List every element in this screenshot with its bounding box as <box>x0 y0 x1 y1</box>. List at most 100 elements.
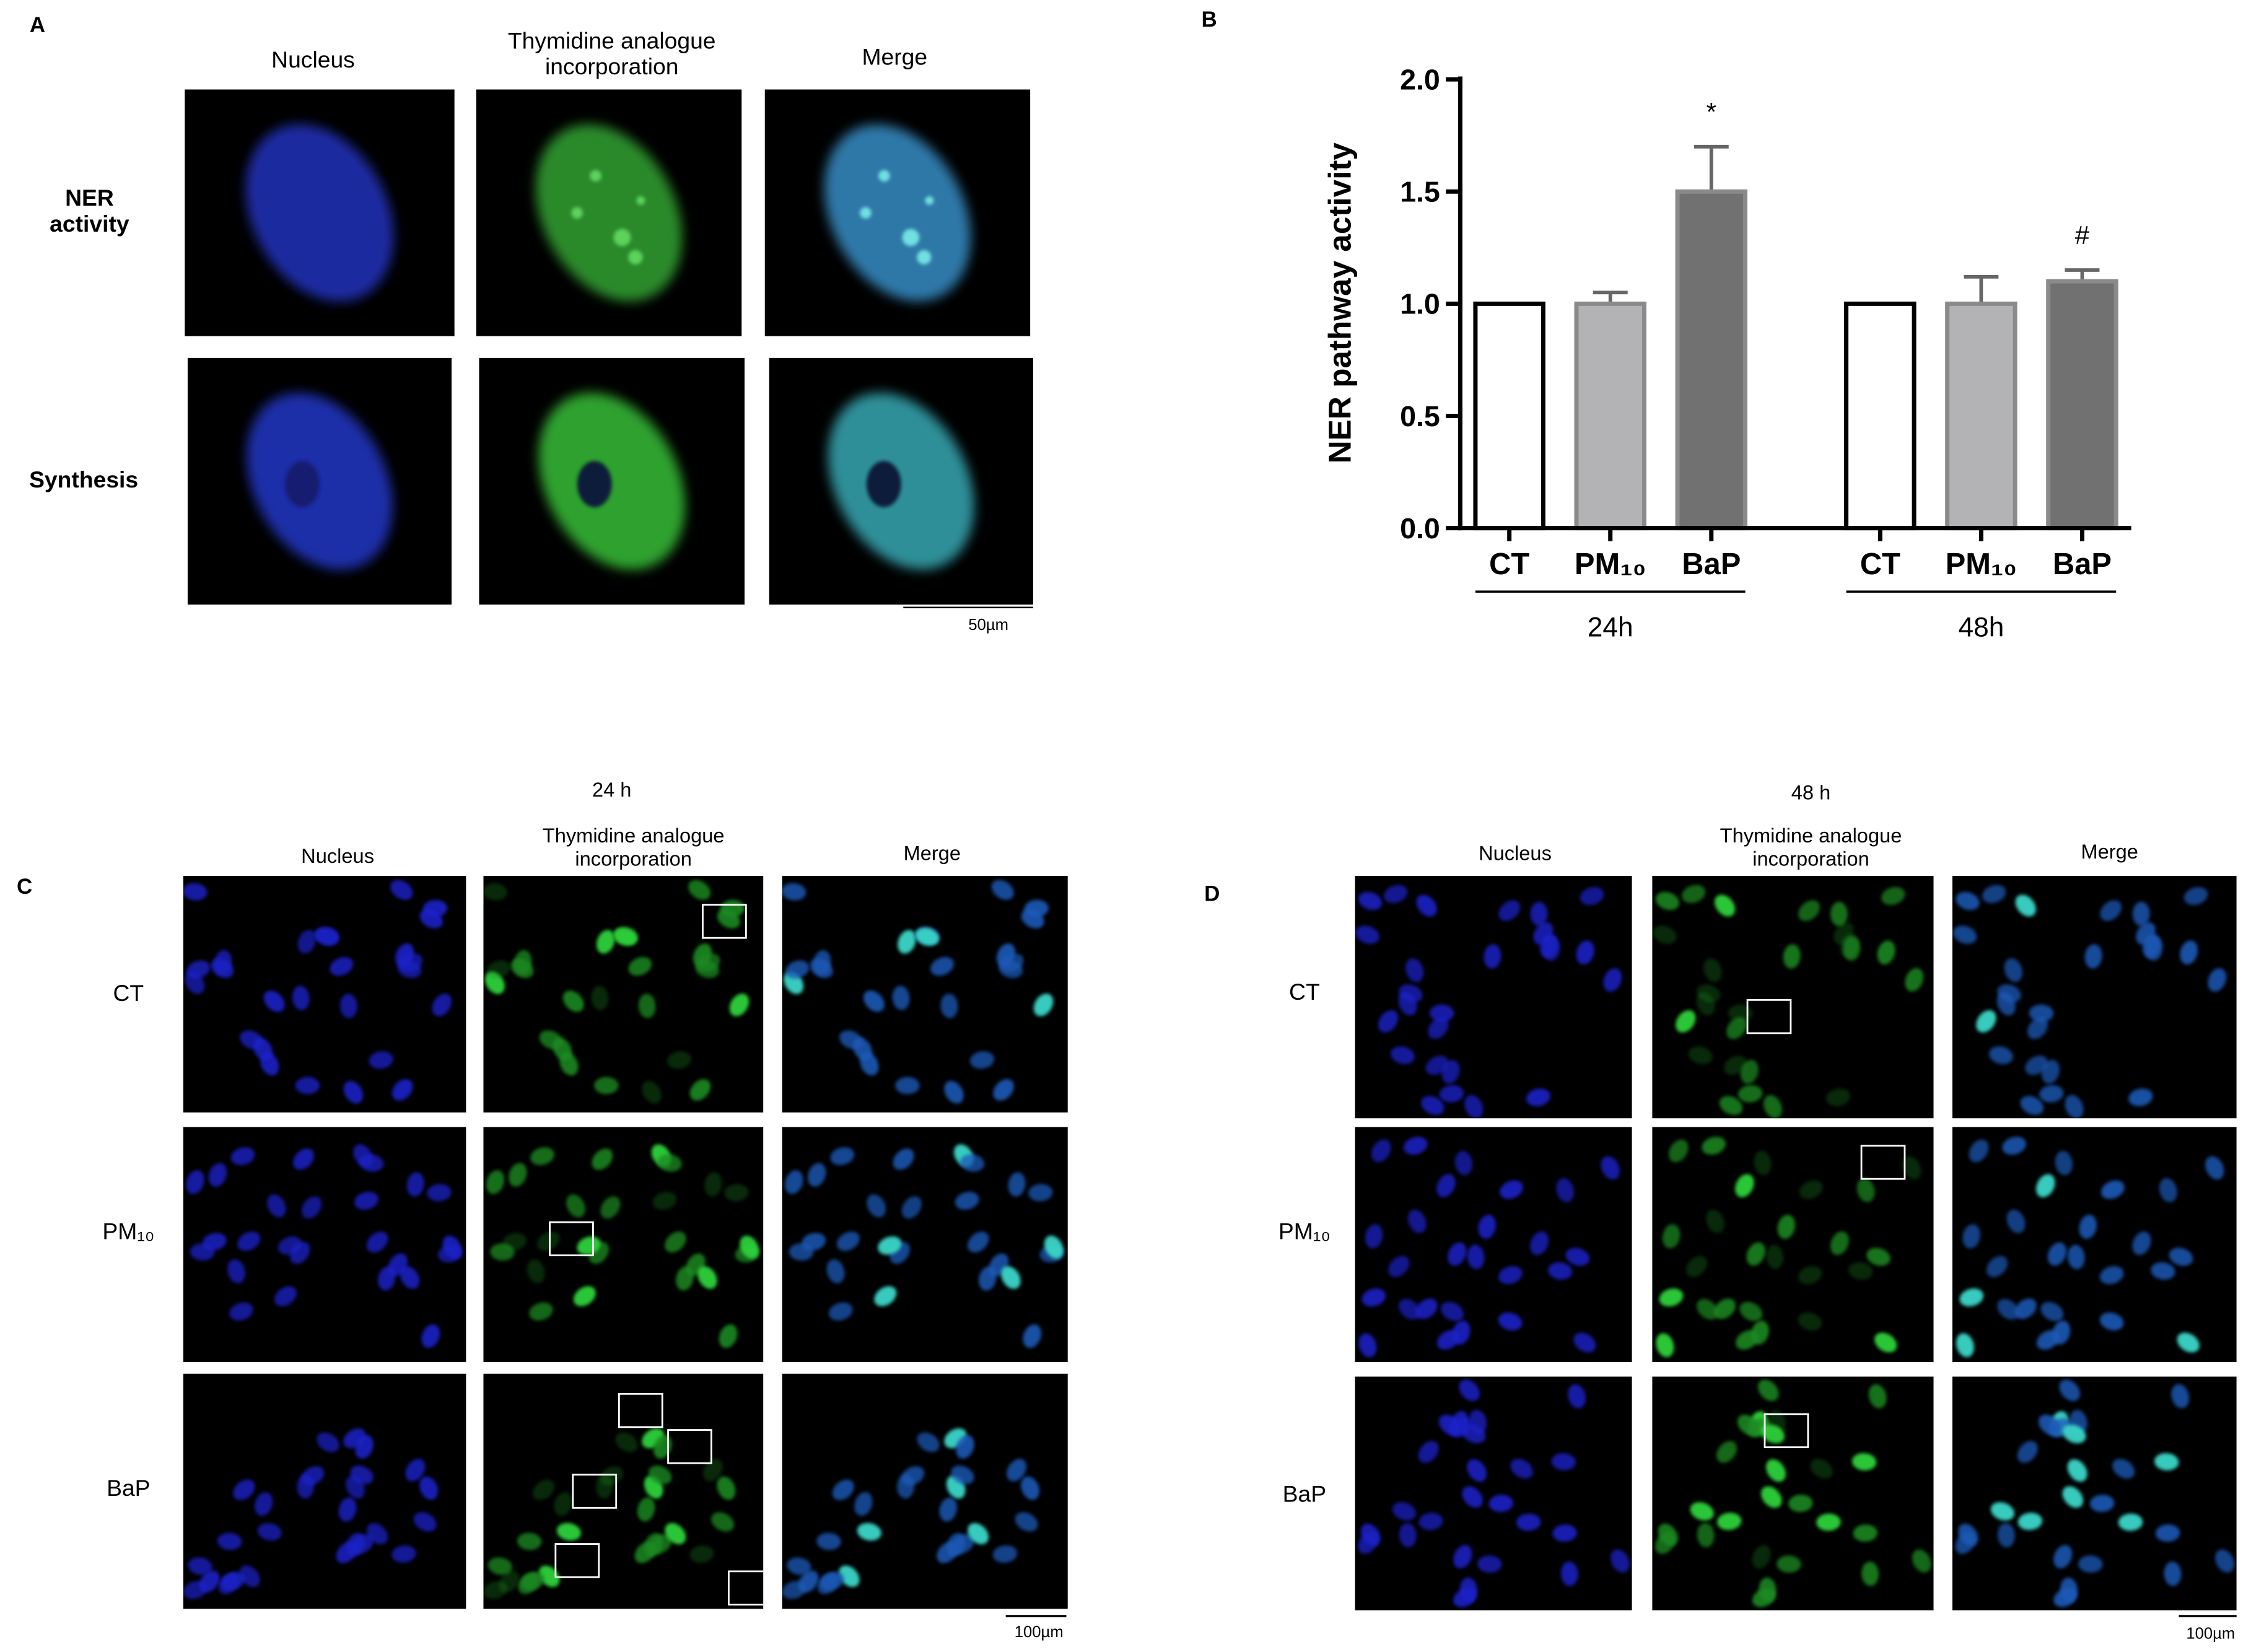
nucleus <box>1477 1555 1502 1573</box>
nucleus <box>1676 1010 1696 1033</box>
nucleus <box>993 1079 1014 1101</box>
nucleus <box>556 1523 582 1541</box>
scale-bar <box>903 606 1033 608</box>
nucleus <box>1484 944 1501 969</box>
nucleus <box>2205 1156 2224 1180</box>
focus <box>636 196 645 205</box>
nucleus <box>1686 1256 1708 1277</box>
nucleus <box>1702 1136 1726 1155</box>
nucleus <box>355 1435 374 1459</box>
row-label: BaP <box>107 1477 151 1502</box>
nucleus <box>1390 1046 1415 1065</box>
nucleus <box>188 1557 212 1575</box>
nucleus <box>1438 1414 1461 1436</box>
image-background <box>1355 1127 1632 1363</box>
nucleus <box>838 1565 860 1588</box>
nucleus <box>538 1565 560 1588</box>
nucleus <box>1384 885 1408 904</box>
panel-label: B <box>1201 7 1217 33</box>
nucleus <box>1539 933 1558 958</box>
nucleus <box>1033 993 1054 1016</box>
bar <box>1473 301 1545 531</box>
focus <box>878 170 890 182</box>
nucleus <box>711 1512 735 1532</box>
scale-bar-label: 100µm <box>1014 1624 1064 1642</box>
nucleus <box>1696 992 1715 1016</box>
nucleus <box>359 1154 384 1172</box>
nucleus <box>247 393 393 570</box>
nucleus <box>510 958 534 979</box>
micrograph <box>1952 876 2237 1119</box>
nucleus <box>787 1557 811 1575</box>
nucleus <box>1798 1265 1822 1285</box>
nucleus <box>2151 1262 2175 1280</box>
highlight-box <box>554 1543 600 1578</box>
nucleus <box>1407 1209 1427 1233</box>
nucleus <box>789 1243 814 1261</box>
nucleus <box>1015 1512 1038 1532</box>
highlight-box <box>572 1474 618 1509</box>
nucleus <box>702 1459 723 1482</box>
nucleus <box>1840 933 1858 958</box>
nucleus <box>297 1474 315 1499</box>
nucleus <box>1760 1486 1782 1508</box>
nucleus <box>1681 885 1706 903</box>
nucleus <box>1662 1224 1681 1249</box>
nucleus <box>1580 886 1604 906</box>
nucleus <box>350 1465 374 1485</box>
nucleus <box>237 1231 261 1251</box>
nucleus <box>1467 1244 1485 1269</box>
nucleolus <box>866 461 901 507</box>
nucleus <box>1020 1476 1040 1500</box>
y-tick-label: 0.5 <box>1400 400 1440 432</box>
nucleus <box>486 1170 505 1194</box>
nucleus <box>644 1532 663 1557</box>
nucleus <box>2062 1486 2084 1508</box>
nucleus <box>1378 1010 1399 1033</box>
nucleus <box>1454 1150 1473 1176</box>
nucleus <box>1737 1085 1763 1103</box>
image-background <box>782 1373 1068 1609</box>
nucleus <box>442 1235 462 1259</box>
nucleus <box>2029 1004 2054 1022</box>
nucleus <box>810 958 833 979</box>
nucleus <box>509 1163 527 1187</box>
nucleus <box>1462 1424 1486 1444</box>
nucleus <box>1371 1139 1391 1163</box>
nucleus <box>486 960 510 979</box>
nucleus <box>1706 1209 1725 1233</box>
nucleus <box>1023 1324 1042 1348</box>
nucleus <box>1986 1256 2008 1277</box>
nucleus <box>1448 1242 1467 1266</box>
nucleus <box>229 1302 253 1321</box>
nucleus <box>1956 891 1980 911</box>
nucleus <box>292 1148 315 1170</box>
nucleus <box>2118 1513 2143 1531</box>
nucleus <box>893 1148 914 1170</box>
column-header: Thymidine analogue incorporation <box>1720 823 1902 870</box>
nucleus <box>657 1154 682 1172</box>
nucleus <box>2017 1441 2038 1463</box>
nucleus <box>2039 1414 2061 1436</box>
focus <box>902 229 920 247</box>
nucleus <box>638 994 656 1018</box>
nucleus <box>828 1302 853 1321</box>
nucleus <box>652 1191 677 1210</box>
nucleus <box>230 1147 255 1165</box>
nucleus <box>338 1497 357 1522</box>
nucleus <box>2006 1209 2026 1233</box>
micrograph <box>1355 1127 1632 1363</box>
y-tick-label: 0.0 <box>1400 512 1440 544</box>
nucleus <box>1877 940 1895 965</box>
nucleus <box>807 1163 826 1187</box>
nucleus <box>1989 1046 2013 1065</box>
nucleus <box>863 990 885 1012</box>
nucleus <box>520 1571 545 1591</box>
nucleus <box>1668 1139 1689 1163</box>
nucleus <box>1365 1224 1383 1249</box>
nucleus <box>2059 1379 2081 1401</box>
row-label: Synthesis <box>29 468 139 494</box>
micrograph <box>1652 1127 1934 1363</box>
nucleus <box>2100 900 2122 921</box>
nucleus <box>2132 901 2150 927</box>
